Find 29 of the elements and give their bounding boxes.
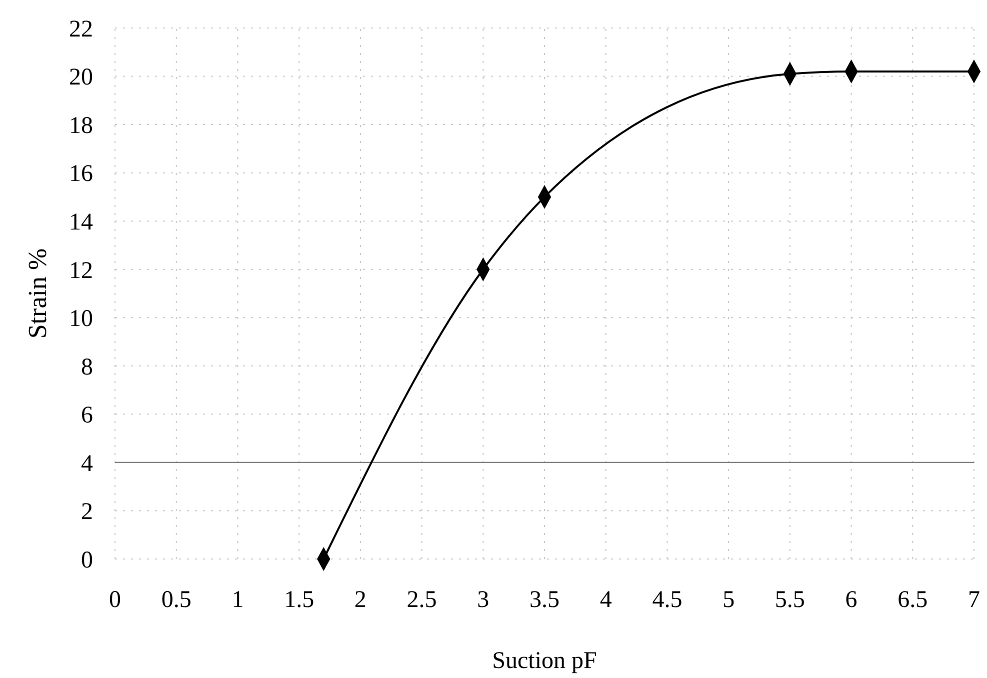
y-tick-label: 6 [81,402,93,429]
y-tick-label: 2 [81,499,93,526]
x-tick-label: 1.5 [284,587,314,613]
x-tick-label: 4.5 [652,587,682,613]
y-tick-label: 4 [81,450,93,477]
y-tick-label: 22 [69,16,93,42]
x-tick-label: 2.5 [406,587,437,613]
y-tick-label: 8 [81,354,93,380]
y-tick-label: 16 [69,161,93,188]
y-tick-label: 10 [69,306,93,332]
x-tick-label: 5 [722,587,735,613]
y-axis-title: Strain % [23,248,52,339]
x-axis-title: Suction pF [492,648,597,674]
x-tick-label: 2 [354,587,366,613]
x-tick-label: 0 [109,587,121,613]
x-tick-label: 3 [477,587,490,613]
x-tick-label: 6.5 [898,587,928,613]
x-tick-label: 4 [600,587,612,613]
y-tick-label: 18 [69,112,93,139]
y-tick-label: 20 [69,64,93,91]
x-tick-label: 0.5 [161,587,192,613]
x-tick-label: 5.5 [774,587,805,613]
y-tick-label: 12 [69,258,93,284]
x-tick-label: 6 [845,587,858,613]
y-tick-label: 0 [81,547,93,574]
x-tick-label: 7 [968,587,980,613]
y-tick-label: 14 [69,209,93,236]
x-tick-label: 3.5 [530,587,560,613]
x-tick-label: 1 [232,587,244,613]
